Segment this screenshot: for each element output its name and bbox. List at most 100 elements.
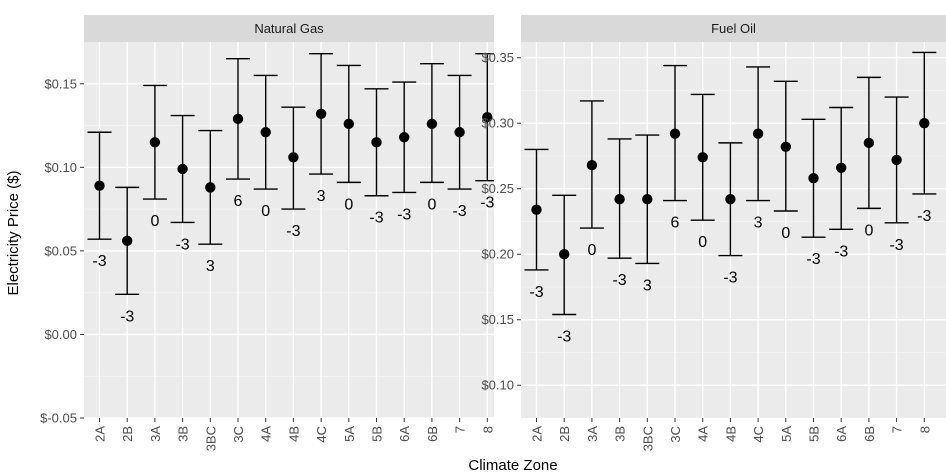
mean-point — [891, 154, 902, 166]
x-tick-label: 2A — [530, 426, 545, 442]
point-label: 0 — [427, 196, 436, 213]
point-label: -3 — [369, 210, 383, 227]
point-label: 0 — [587, 242, 596, 259]
mean-point — [371, 137, 382, 148]
facet-strip-label: Natural Gas — [254, 21, 324, 36]
panel-natural-gas: Natural Gas $-0.05 $0.00 $0.05 $0.10 $0.15 2A 2… — [40, 15, 495, 451]
point-label: -3 — [917, 208, 931, 225]
x-tick-label: 2B — [557, 426, 572, 442]
panel-fuel-oil: Fuel Oil $0.10 $0.15 $0.20 $0.25 $0.30 $0.35 2A… — [481, 15, 946, 451]
point-label: 0 — [344, 196, 353, 213]
x-tick-label: 3B — [613, 426, 628, 442]
x-tick-label: 5A — [779, 426, 794, 442]
x-tick-label: 3A — [585, 426, 600, 442]
y-tick-label: $0.00 — [44, 327, 77, 342]
point-label: -3 — [120, 308, 134, 325]
point-label: -3 — [480, 195, 494, 212]
mean-point — [260, 127, 271, 138]
y-tick-label: $0.15 — [481, 312, 514, 327]
mean-point — [697, 152, 708, 163]
mean-point — [863, 137, 875, 149]
point-label: -3 — [806, 251, 820, 268]
x-tick-label: 6A — [397, 426, 412, 442]
facet-strip — [84, 15, 494, 42]
point-label: 0 — [864, 222, 873, 239]
x-tick-label: 5B — [807, 426, 822, 442]
point-label: -3 — [92, 253, 106, 270]
point-label: -3 — [557, 329, 571, 346]
y-tick-label: $0.15 — [44, 76, 77, 91]
point-label: 0 — [150, 213, 159, 230]
point-label: -3 — [612, 272, 626, 289]
point-label: -3 — [889, 237, 903, 254]
x-tick-label: 2B — [120, 426, 135, 442]
mean-point — [752, 128, 764, 139]
point-label: -3 — [529, 284, 543, 301]
point-label: 3 — [206, 258, 215, 275]
point-label: 3 — [754, 215, 763, 232]
mean-point — [315, 108, 327, 120]
y-tick-label: $0.10 — [481, 378, 514, 393]
x-tick-label: 3BC — [640, 426, 655, 451]
x-tick-label: 4C — [314, 426, 329, 443]
x-tick-label: 3B — [176, 426, 191, 442]
mean-point — [669, 128, 681, 139]
mean-point — [586, 159, 598, 171]
mean-point — [836, 162, 847, 173]
x-tick-label: 4A — [259, 426, 274, 442]
mean-point — [426, 118, 438, 130]
mean-point — [780, 141, 791, 153]
point-label: 3 — [643, 277, 652, 294]
mean-point — [232, 113, 244, 125]
x-tick-label: 4B — [723, 426, 738, 442]
point-label: -3 — [452, 203, 466, 220]
point-label: 0 — [261, 203, 270, 220]
x-tick-label: 6B — [862, 426, 877, 442]
mean-point — [454, 127, 465, 138]
y-tick-label: $0.30 — [481, 116, 514, 131]
x-tick-label: 3BC — [203, 426, 218, 451]
y-tick-label: $0.10 — [44, 160, 77, 175]
y-tick-label: $0.35 — [481, 50, 514, 65]
x-tick-label: 4A — [696, 426, 711, 442]
y-tick-label: $0.20 — [481, 247, 514, 262]
x-tick-label: 6B — [425, 426, 440, 442]
mean-point — [288, 152, 299, 163]
mean-point — [343, 118, 354, 130]
x-tick-label: 3A — [148, 426, 163, 442]
mean-point — [808, 173, 819, 184]
mean-point — [482, 112, 493, 123]
x-tick-label: 8 — [917, 426, 932, 433]
facet-strip — [521, 15, 946, 42]
panel-background — [521, 42, 946, 418]
x-tick-label: 4B — [286, 426, 301, 442]
y-tick-label: $0.25 — [481, 181, 514, 196]
mean-point — [919, 118, 930, 129]
x-tick-label: 4C — [751, 426, 766, 443]
x-tick-label: 8 — [480, 426, 495, 433]
x-tick-label: 7 — [453, 426, 468, 433]
x-tick-label: 2A — [93, 426, 108, 442]
y-tick-label: $-0.05 — [40, 411, 77, 426]
mean-point — [205, 182, 216, 193]
marks: -3 -3 0 -3 3 6 0 -3 3 0 -3 -3 0 -3 -3 — [524, 51, 937, 346]
point-label: 0 — [698, 234, 707, 251]
mean-point — [399, 132, 410, 143]
mean-point — [642, 194, 653, 205]
point-label: -3 — [723, 270, 737, 287]
x-tick-label: 6A — [834, 426, 849, 442]
y-axis-title: Electricity Price ($) — [5, 170, 22, 295]
mean-point — [94, 180, 105, 191]
mean-point — [149, 137, 161, 148]
mean-point — [531, 204, 542, 215]
x-tick-label: 5B — [370, 426, 385, 442]
x-axis-title: Climate Zone — [468, 457, 557, 474]
x-tick-label: 5A — [342, 426, 357, 442]
point-label: -3 — [834, 243, 848, 260]
mean-point — [614, 194, 625, 205]
point-label: -3 — [175, 236, 189, 253]
mean-point — [725, 194, 736, 205]
marks: -3 -3 0 -3 3 6 0 -3 3 0 -3 -3 0 -3 -3 — [87, 52, 494, 325]
point-label: 3 — [317, 188, 326, 205]
